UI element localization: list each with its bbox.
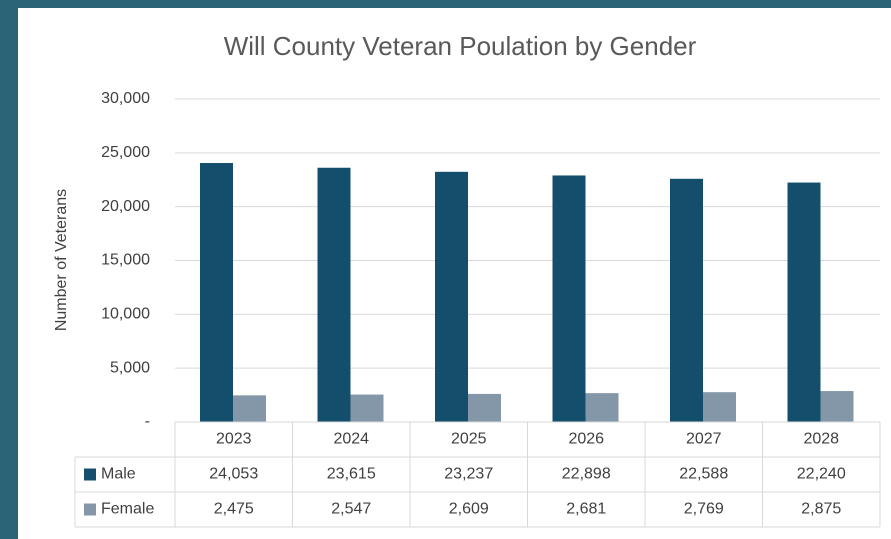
y-tick-label: 10,000 [101, 306, 150, 323]
y-tick-label: 20,000 [101, 198, 150, 215]
y-tick-label: 30,000 [101, 90, 150, 107]
data-label: 22,240 [797, 466, 846, 483]
bar [350, 394, 384, 422]
x-tick-label: 2027 [686, 431, 722, 448]
bar [435, 171, 468, 422]
bar [585, 393, 619, 422]
bar [468, 393, 501, 422]
legend-label: Male [101, 466, 136, 483]
data-label: 22,898 [562, 466, 611, 483]
bar [317, 167, 351, 422]
x-tick-label: 2023 [216, 431, 252, 448]
x-tick-label: 2028 [803, 431, 839, 448]
y-tick-label: 25,000 [101, 144, 150, 161]
x-tick-label: 2024 [333, 431, 369, 448]
bar [787, 182, 821, 422]
data-label: 23,615 [327, 466, 376, 483]
bar [200, 163, 233, 423]
y-axis-label: Number of Veterans [53, 189, 70, 331]
data-label: 2,475 [214, 501, 254, 518]
bar [703, 392, 736, 422]
data-label: 2,875 [801, 501, 841, 518]
y-tick-label: 5,000 [110, 359, 150, 376]
bar [552, 175, 586, 422]
legend-swatch [84, 503, 96, 516]
bar [233, 395, 266, 422]
data-label: 23,237 [444, 466, 493, 483]
bar [670, 178, 703, 422]
y-tick-label: 15,000 [101, 252, 150, 269]
legend-label: Female [101, 501, 154, 518]
data-label: 24,053 [209, 466, 258, 483]
y-tick-label: - [145, 413, 150, 430]
data-label: 22,588 [679, 466, 728, 483]
chart-title: Will County Veteran Poulation by Gender [224, 31, 697, 61]
data-label: 2,609 [449, 501, 489, 518]
x-tick-label: 2025 [451, 431, 487, 448]
legend-swatch [84, 468, 96, 481]
bar [820, 391, 854, 422]
x-tick-label: 2026 [568, 431, 604, 448]
data-label: 2,681 [566, 501, 606, 518]
data-label: 2,547 [331, 501, 371, 518]
data-label: 2,769 [684, 501, 724, 518]
